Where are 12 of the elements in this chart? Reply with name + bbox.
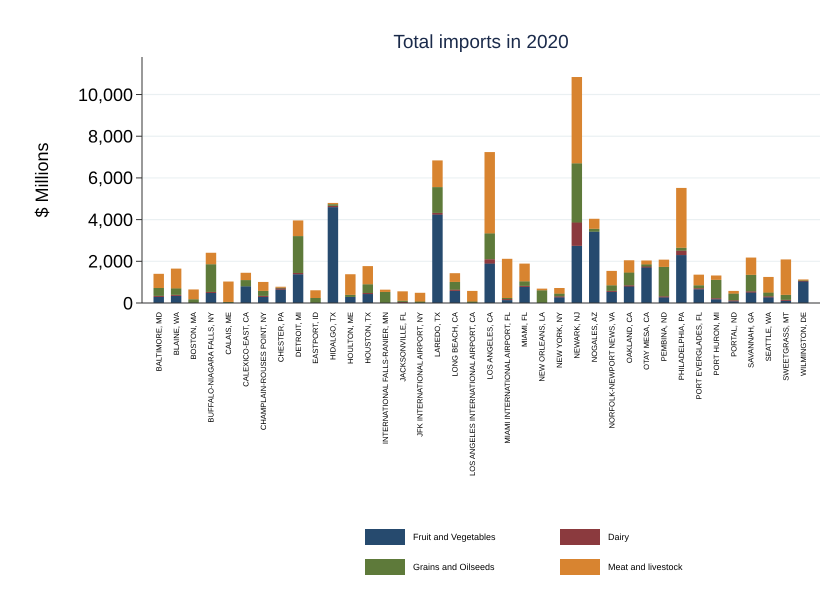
y-tick-label: 6,000 [88,168,133,188]
y-tick-label: 0 [122,293,133,314]
legend-label: Dairy [608,532,630,542]
y-tick-label: 4,000 [88,210,133,230]
legend-label: Grains and Oilseeds [413,562,496,572]
legend-label: Fruit and Vegetables [413,532,496,542]
y-tick-label: 2,000 [88,252,133,272]
legend-label: Meat and livestock [608,562,684,572]
y-axis-title: $ Millions [32,142,52,218]
chart-title: Total imports in 2020 [393,32,569,53]
y-tick-label: 8,000 [88,126,133,147]
y-tick-label: 10,000 [78,84,133,105]
